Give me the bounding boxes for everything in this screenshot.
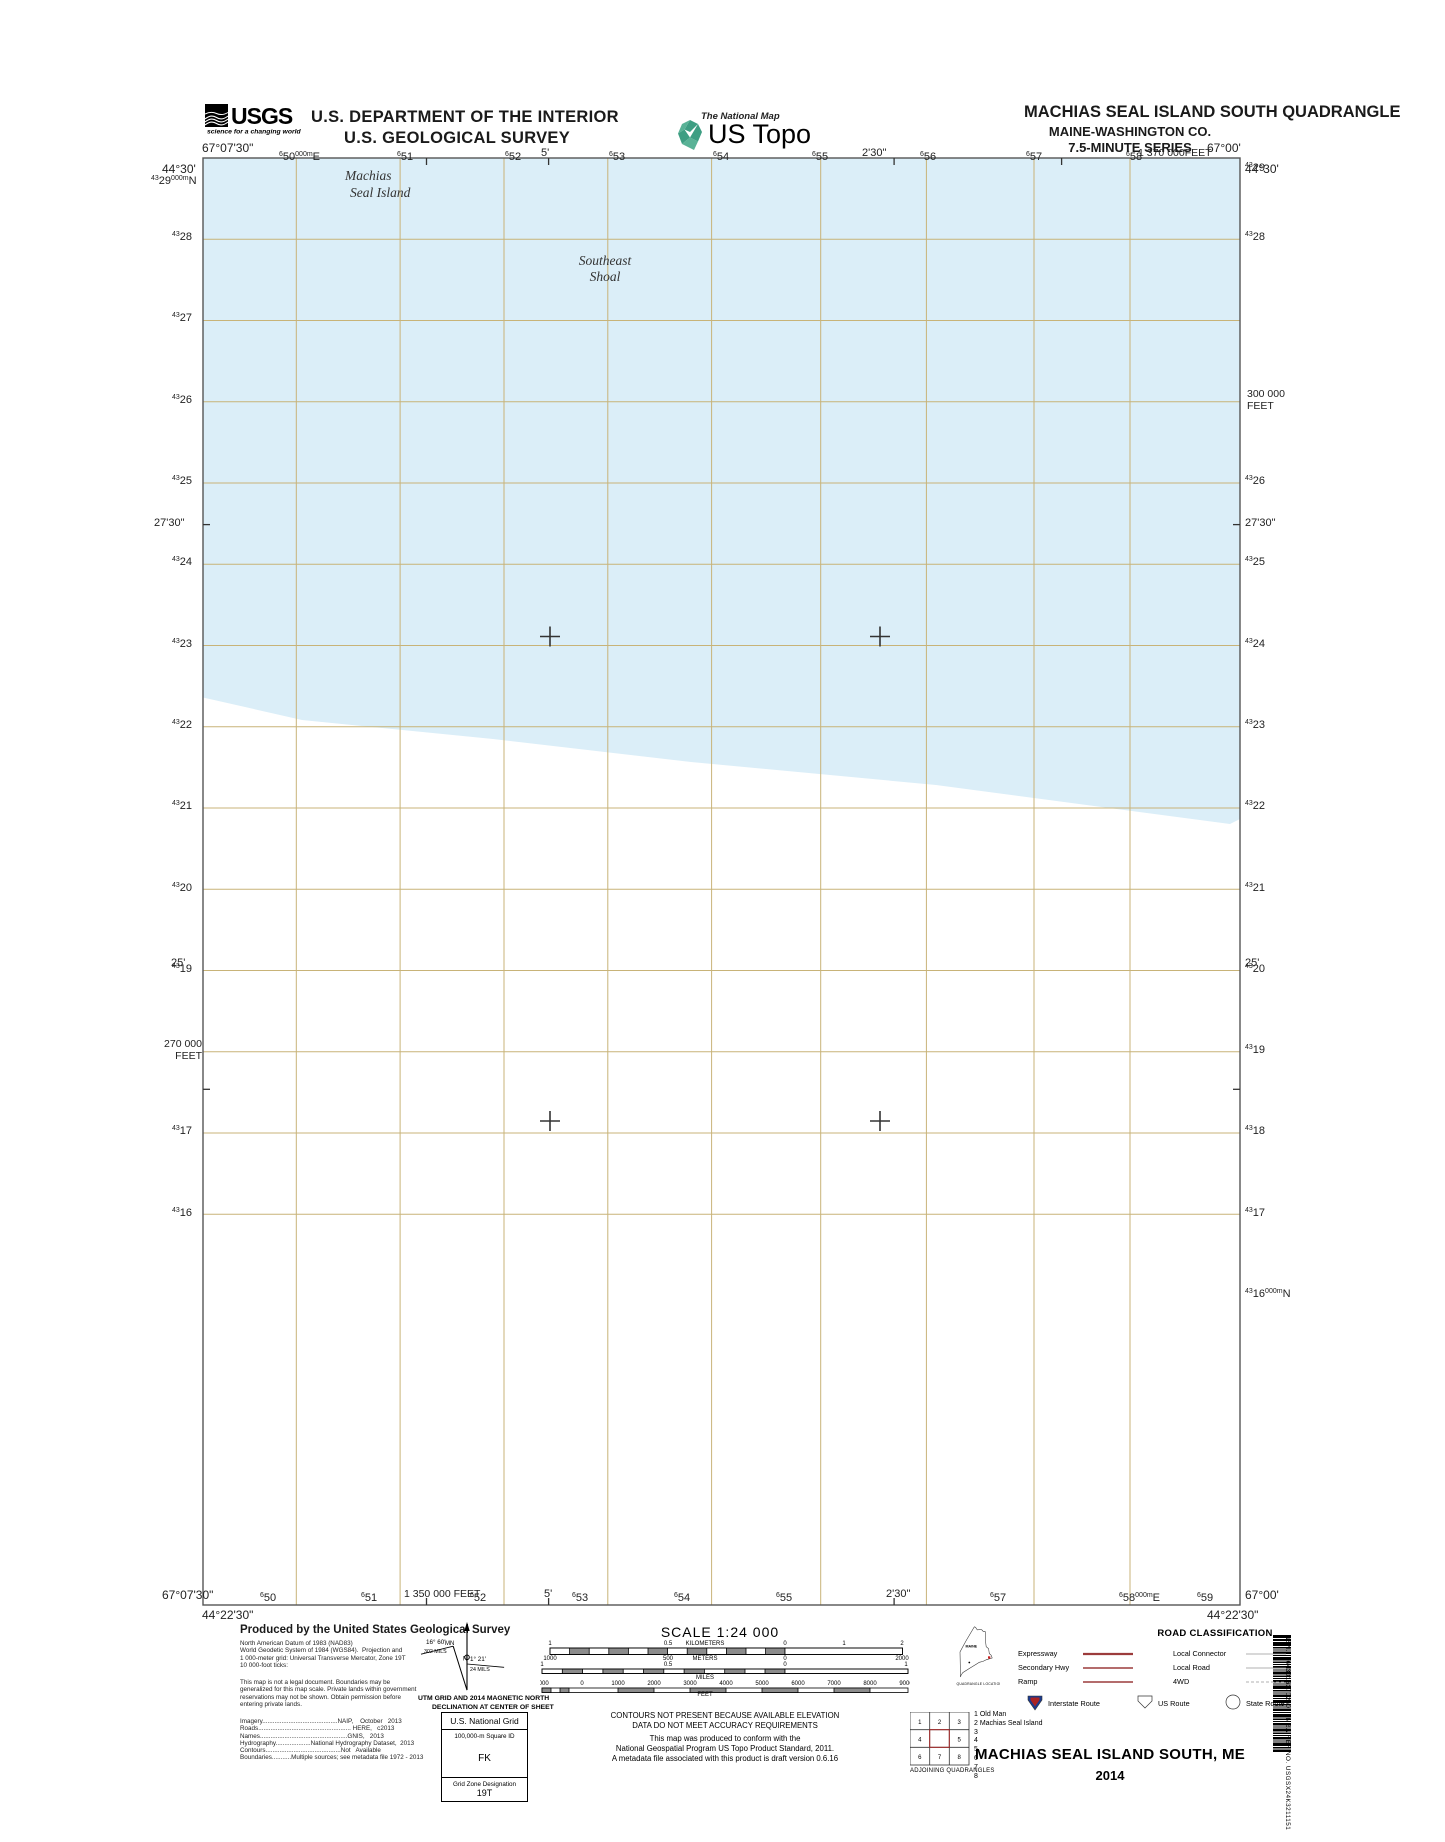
svg-text:UTM GRID AND 2014 MAGNETIC NO: UTM GRID AND 2014 MAGNETIC NORTH <box>418 1695 549 1702</box>
svg-text:MAINE: MAINE <box>966 1645 978 1649</box>
svg-text:State Route: State Route <box>1246 1699 1285 1708</box>
svg-text:Interstate Route: Interstate Route <box>1048 1699 1100 1708</box>
svg-text:302 MILS: 302 MILS <box>424 1649 447 1655</box>
svg-text:2000: 2000 <box>647 1681 661 1687</box>
svg-text:0.5: 0.5 <box>664 1641 673 1647</box>
svg-text:1: 1 <box>842 1641 846 1647</box>
svg-text:4000: 4000 <box>719 1681 733 1687</box>
svg-text:Secondary Hwy: Secondary Hwy <box>1018 1663 1069 1672</box>
svg-text:5000: 5000 <box>755 1681 769 1687</box>
svg-text:0: 0 <box>783 1641 787 1647</box>
svg-text:6: 6 <box>918 1755 922 1761</box>
svg-text:1000: 1000 <box>611 1681 625 1687</box>
svg-text:0.5: 0.5 <box>664 1662 673 1668</box>
svg-text:3: 3 <box>958 1720 962 1726</box>
svg-text:0: 0 <box>580 1681 584 1687</box>
svg-text:Local Road: Local Road <box>1173 1663 1210 1672</box>
svg-text:6000: 6000 <box>791 1681 805 1687</box>
svg-text:Ramp: Ramp <box>1018 1677 1037 1686</box>
svg-text:US Route: US Route <box>1158 1699 1190 1708</box>
svg-text:9000: 9000 <box>899 1681 910 1687</box>
svg-text:QUADRANGLE LOCATION: QUADRANGLE LOCATION <box>957 1682 1001 1686</box>
svg-text:24 MILS: 24 MILS <box>470 1667 490 1673</box>
svg-text:5: 5 <box>958 1738 962 1744</box>
svg-text:1: 1 <box>904 1662 908 1668</box>
svg-text:DECLINATION AT CENTER OF SHEET: DECLINATION AT CENTER OF SHEET <box>432 1704 555 1711</box>
svg-text:8000: 8000 <box>863 1681 877 1687</box>
svg-text:1000: 1000 <box>540 1681 549 1687</box>
svg-text:KILOMETERS: KILOMETERS <box>686 1641 725 1647</box>
svg-text:4: 4 <box>918 1738 922 1744</box>
svg-text:Local Connector: Local Connector <box>1173 1649 1227 1658</box>
svg-text:2: 2 <box>938 1720 942 1726</box>
svg-text:7000: 7000 <box>827 1681 841 1687</box>
svg-text:1: 1 <box>540 1662 544 1668</box>
svg-text:0: 0 <box>783 1662 787 1668</box>
svg-text:3000: 3000 <box>683 1681 697 1687</box>
svg-text:1: 1 <box>918 1720 922 1726</box>
svg-text:Expressway: Expressway <box>1018 1649 1058 1658</box>
svg-text:FEET: FEET <box>697 1692 713 1697</box>
svg-text:1° 21′: 1° 21′ <box>470 1655 487 1663</box>
svg-text:16° 60′: 16° 60′ <box>426 1638 446 1646</box>
svg-text:N: N <box>463 1656 467 1662</box>
svg-text:2: 2 <box>900 1641 904 1647</box>
svg-text:1: 1 <box>548 1641 552 1647</box>
svg-text:4WD: 4WD <box>1173 1677 1189 1686</box>
